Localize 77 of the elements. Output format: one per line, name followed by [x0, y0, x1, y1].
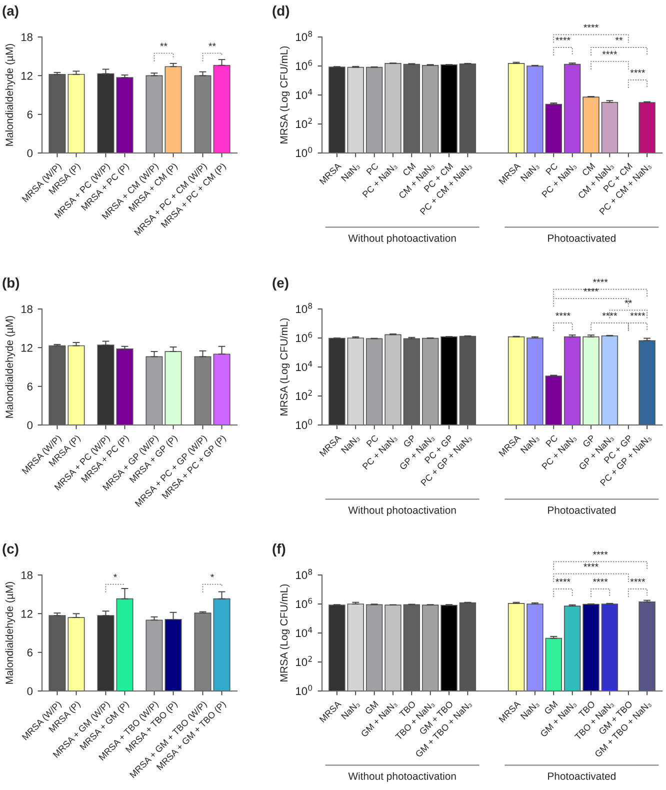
chart-title: (e): [272, 278, 288, 290]
x-tick-label: GM: [364, 700, 378, 715]
text: ****: [592, 551, 608, 555]
y-tick-label: 6: [27, 382, 32, 390]
y-tick-label: 10$^{8}$: [296, 568, 312, 580]
y-tick-label: 10$^{8}$: [296, 30, 312, 42]
y-axis-title: MRSA (Log CFU/mL): [280, 318, 290, 416]
y-axis-title: MRSA (Log CFU/mL): [280, 584, 290, 682]
annotation: ****: [556, 312, 570, 316]
annotation: **: [208, 42, 216, 46]
chart-title: (a): [2, 6, 18, 18]
text: ****: [584, 24, 598, 28]
y-tick-label: 10$^{4}$: [296, 627, 312, 638]
annotation: ****: [556, 578, 570, 582]
annotation: ****: [630, 578, 646, 582]
x-tick-label: TBO: [578, 700, 596, 718]
x-tick-label: GM: [544, 700, 558, 715]
text: ****: [592, 278, 608, 282]
y-tick-label: 18: [21, 33, 32, 42]
x-tick-label: PC: [366, 434, 379, 448]
y-tick-label: 10$^{6}$: [296, 598, 312, 608]
y-axis-title: MRSA (Log CFU/mL): [280, 46, 290, 144]
x-tick-label: GP: [402, 434, 416, 448]
text: ****: [584, 288, 598, 292]
annotation: ****: [630, 312, 646, 316]
y-axis-title: Malondialdehyde (µM): [5, 316, 16, 418]
y-tick-label: 10$^{8}$: [296, 302, 312, 314]
text: **: [624, 300, 632, 304]
annotation: **: [160, 42, 168, 46]
text: Photoactivated: [548, 234, 616, 242]
annotation: **: [615, 36, 623, 40]
annotation: ****: [556, 36, 570, 40]
y-axis-title: Malondialdehyde (µM): [5, 44, 16, 146]
y-tick-label: 10$^{6}$: [296, 60, 312, 70]
y-tick-label: 12: [21, 610, 32, 618]
y-axis-title: Malondialdehyde (µM): [5, 582, 16, 684]
text: Photoactivated: [548, 772, 616, 780]
y-tick-label: 10$^{4}$: [296, 361, 312, 372]
y-tick-label: 18: [21, 305, 32, 314]
y-tick-label: 10$^{2}$: [296, 656, 312, 666]
chart-title: (f): [272, 544, 286, 556]
annotation: ****: [602, 312, 618, 316]
text: Without photoactivation: [348, 234, 456, 244]
y-tick-label: 0: [27, 149, 33, 158]
chart-title: (d): [272, 6, 290, 18]
x-tick-label: PC: [545, 162, 558, 176]
chart-title: (b): [2, 278, 20, 290]
annotation: ****: [602, 50, 618, 54]
chart-title: (c): [2, 544, 18, 556]
y-tick-label: 10$^{0}$: [296, 146, 312, 158]
text: Photoactivated: [548, 506, 616, 514]
y-tick-label: 10$^{2}$: [296, 118, 312, 128]
x-tick-label: PC: [366, 162, 379, 176]
y-tick-label: 0: [27, 687, 33, 696]
y-tick-label: 10$^{0}$: [296, 684, 312, 696]
annotation: *: [210, 574, 214, 578]
y-tick-label: 6: [27, 110, 32, 118]
y-tick-label: 12: [21, 344, 32, 352]
x-tick-label: CM: [402, 162, 416, 176]
x-tick-label: PC: [545, 434, 558, 448]
x-tick-label: GP: [582, 434, 596, 448]
y-tick-label: 12: [21, 72, 32, 80]
annotation: ****: [630, 69, 646, 73]
annotation: ****: [592, 578, 608, 582]
x-tick-label: TBO: [398, 700, 416, 718]
y-tick-label: 0: [27, 421, 33, 430]
text: Without photoactivation: [348, 772, 456, 782]
y-tick-label: 10$^{2}$: [296, 390, 312, 400]
y-tick-label: 10$^{6}$: [296, 332, 312, 342]
y-tick-label: 10$^{4}$: [296, 89, 312, 100]
y-tick-label: 6: [27, 648, 32, 656]
text: ****: [584, 563, 598, 567]
annotation: *: [114, 574, 117, 578]
y-tick-label: 10$^{0}$: [296, 418, 312, 430]
x-tick-label: CM: [582, 162, 596, 176]
y-tick-label: 18: [21, 571, 32, 580]
text: Without photoactivation: [348, 506, 456, 516]
